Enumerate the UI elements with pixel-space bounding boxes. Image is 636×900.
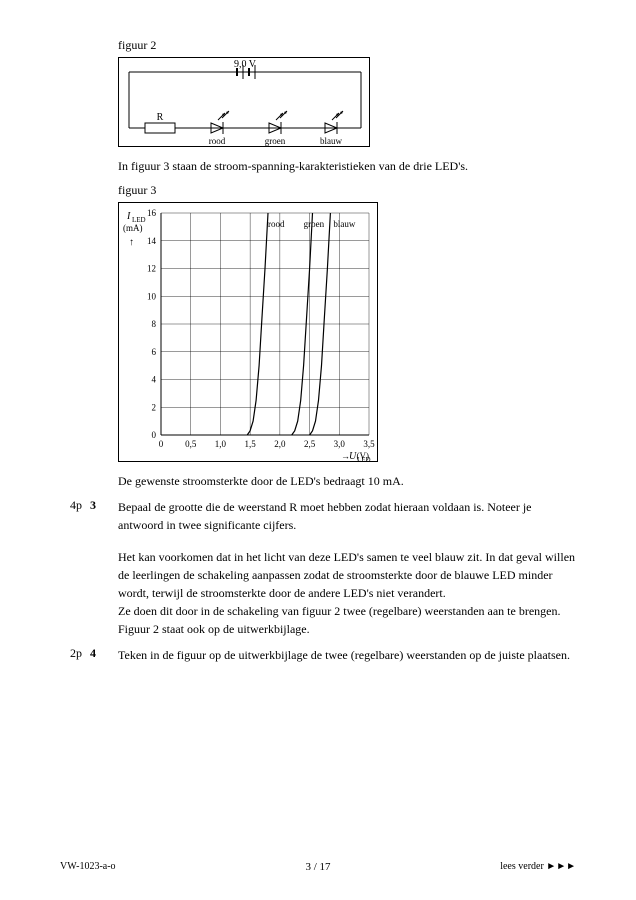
q3-number: 3 — [90, 498, 118, 513]
svg-text:1,0: 1,0 — [215, 439, 227, 449]
circuit-diagram: 9,0 V R rood groen — [118, 57, 370, 147]
footer-left: VW-1023-a-o — [60, 861, 116, 872]
iv-chart: 00,51,01,52,02,53,03,50246810121416ILED(… — [118, 202, 378, 462]
svg-text:I: I — [126, 211, 131, 222]
svg-text:12: 12 — [147, 264, 156, 274]
svg-text:16: 16 — [147, 208, 157, 218]
svg-text:14: 14 — [147, 236, 157, 246]
svg-text:blauw: blauw — [320, 136, 342, 146]
q4-points: 2p — [60, 646, 90, 661]
resistor-label: R — [157, 112, 164, 123]
figure3-label: figuur 3 — [118, 183, 576, 198]
svg-text:10: 10 — [147, 291, 157, 301]
current-text: De gewenste stroomsterkte door de LED's … — [118, 472, 576, 490]
svg-text:↑: ↑ — [129, 237, 134, 248]
q4-text: Teken in de figuur op de uitwerkbijlage … — [118, 646, 576, 664]
svg-text:blauw: blauw — [333, 219, 355, 229]
q4-number: 4 — [90, 646, 118, 661]
svg-text:2,5: 2,5 — [304, 439, 316, 449]
svg-text:rood: rood — [268, 219, 285, 229]
svg-text:6: 6 — [152, 347, 157, 357]
figure2-label: figuur 2 — [118, 38, 576, 53]
svg-text:groen: groen — [304, 219, 325, 229]
svg-text:4: 4 — [152, 375, 157, 385]
question-3: 4p 3 Bepaal de grootte die de weerstand … — [118, 498, 576, 534]
q3-points: 4p — [60, 498, 90, 513]
exam-page: figuur 2 9,0 V R — [0, 0, 636, 900]
page-footer: VW-1023-a-o 3 / 17 lees verder ►►► — [0, 861, 636, 872]
svg-text:3,0: 3,0 — [334, 439, 346, 449]
footer-center: 3 / 17 — [305, 861, 330, 873]
voltage-label: 9,0 V — [234, 59, 257, 70]
svg-text:(V): (V) — [357, 451, 370, 461]
svg-text:2: 2 — [152, 402, 157, 412]
svg-text:8: 8 — [152, 319, 157, 329]
intro-text: In figuur 3 staan de stroom-spanning-kar… — [118, 157, 576, 175]
svg-text:0,5: 0,5 — [185, 439, 197, 449]
svg-text:1,5: 1,5 — [245, 439, 257, 449]
svg-text:0: 0 — [159, 439, 164, 449]
svg-text:groen: groen — [265, 136, 286, 146]
svg-text:rood: rood — [209, 136, 226, 146]
svg-text:(mA): (mA) — [123, 223, 143, 233]
footer-right: lees verder ►►► — [500, 861, 576, 872]
paragraph-2: Het kan voorkomen dat in het licht van d… — [118, 548, 576, 638]
svg-text:3,5: 3,5 — [363, 439, 375, 449]
question-4: 2p 4 Teken in de figuur op de uitwerkbij… — [118, 646, 576, 664]
q3-text: Bepaal de grootte die de weerstand R moe… — [118, 498, 576, 534]
svg-text:0: 0 — [152, 430, 157, 440]
svg-text:2,0: 2,0 — [274, 439, 286, 449]
